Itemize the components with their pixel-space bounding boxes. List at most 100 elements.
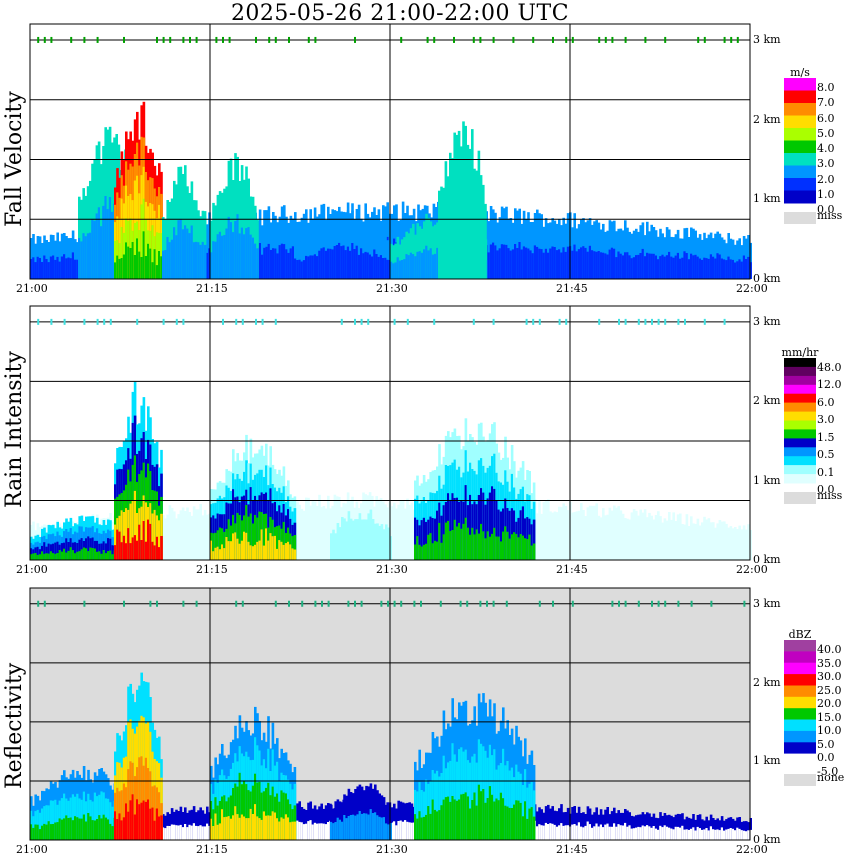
echo-cell [131, 500, 135, 560]
echo-cell [65, 538, 68, 560]
colorbar-swatch [784, 128, 816, 141]
echo-column [471, 437, 474, 560]
echo-column [173, 511, 176, 560]
echo-cell [408, 822, 411, 840]
echo-column [251, 196, 255, 279]
echo-column [345, 521, 348, 560]
echo-column [223, 755, 226, 840]
echo-cell [278, 245, 282, 279]
echo-column [349, 219, 352, 279]
echo-column [551, 806, 554, 840]
echo-cell [703, 829, 706, 840]
echo-cell [418, 782, 421, 840]
echo-cell [586, 507, 590, 560]
echo-cell [344, 216, 348, 279]
echo-column [365, 519, 368, 560]
echo-cell [320, 823, 323, 840]
strip-marker [406, 318, 409, 325]
strip-marker [103, 318, 106, 325]
strip-marker [637, 318, 640, 325]
echo-column [595, 220, 598, 279]
echo-column [111, 142, 114, 279]
echo-column [368, 232, 372, 279]
echo-cell [168, 201, 172, 279]
echo-column [670, 236, 673, 279]
echo-column [30, 536, 33, 560]
echo-cell [357, 227, 361, 279]
echo-cell [528, 534, 531, 560]
echo-cell [479, 175, 483, 279]
echo-column [729, 238, 733, 279]
echo-cell [679, 814, 682, 840]
echo-cell [318, 823, 321, 840]
echo-cell [262, 811, 266, 840]
echo-cell [313, 501, 317, 560]
echo-column [177, 811, 180, 840]
echo-cell [531, 222, 535, 279]
echo-column [263, 210, 266, 279]
echo-cell [240, 540, 244, 560]
echo-column [336, 799, 340, 840]
echo-cell [591, 250, 594, 279]
echo-cell [509, 250, 513, 279]
echo-cell [681, 825, 684, 840]
echo-column [544, 806, 548, 840]
colorbar-miss-swatch [784, 492, 816, 504]
echo-column [142, 681, 146, 840]
echo-cell [495, 536, 498, 560]
echo-column [345, 795, 348, 840]
strip-marker [677, 318, 680, 325]
echo-cell [382, 258, 385, 279]
echo-column [129, 683, 132, 840]
echo-column [69, 238, 73, 279]
echo-cell [296, 820, 299, 840]
echo-cell [234, 532, 237, 560]
echo-cell [107, 538, 110, 560]
echo-cell [238, 233, 242, 279]
echo-column [38, 800, 42, 840]
echo-cell [740, 261, 744, 279]
echo-column [571, 512, 574, 560]
echo-cell [736, 240, 739, 279]
echo-column [529, 222, 532, 279]
echo-column [276, 474, 279, 560]
echo-cell [482, 184, 485, 279]
strip-marker [222, 318, 224, 325]
echo-column [734, 527, 737, 560]
echo-column [355, 209, 359, 279]
echo-cell [516, 248, 519, 279]
echo-cell [203, 509, 207, 560]
echo-cell [324, 824, 328, 840]
echo-cell [630, 828, 634, 840]
strip-marker [156, 36, 158, 43]
echo-column [284, 485, 288, 560]
echo-column [369, 509, 373, 560]
echo-cell [648, 253, 651, 279]
echo-cell [604, 253, 607, 279]
echo-column [298, 241, 301, 279]
echo-cell [687, 237, 691, 279]
echo-column [234, 461, 237, 560]
echo-cell [639, 225, 642, 279]
echo-cell [199, 825, 202, 840]
echo-column [593, 221, 596, 279]
strip-marker [255, 318, 257, 325]
echo-cell [47, 543, 51, 560]
echo-cell [114, 545, 117, 560]
echo-column [508, 469, 512, 560]
echo-cell [555, 512, 559, 560]
echo-cell [745, 238, 748, 279]
echo-column [604, 515, 607, 560]
echo-column [85, 780, 88, 840]
echo-cell [294, 258, 297, 279]
echo-cell [218, 231, 222, 279]
echo-cell [155, 265, 159, 279]
echo-column [696, 518, 700, 560]
echo-column [482, 184, 485, 279]
echo-column [641, 812, 645, 840]
echo-column [745, 821, 748, 840]
colorbar-swatch [784, 140, 816, 154]
echo-cell [736, 261, 739, 279]
echo-cell [410, 822, 414, 840]
echo-cell [184, 807, 187, 840]
